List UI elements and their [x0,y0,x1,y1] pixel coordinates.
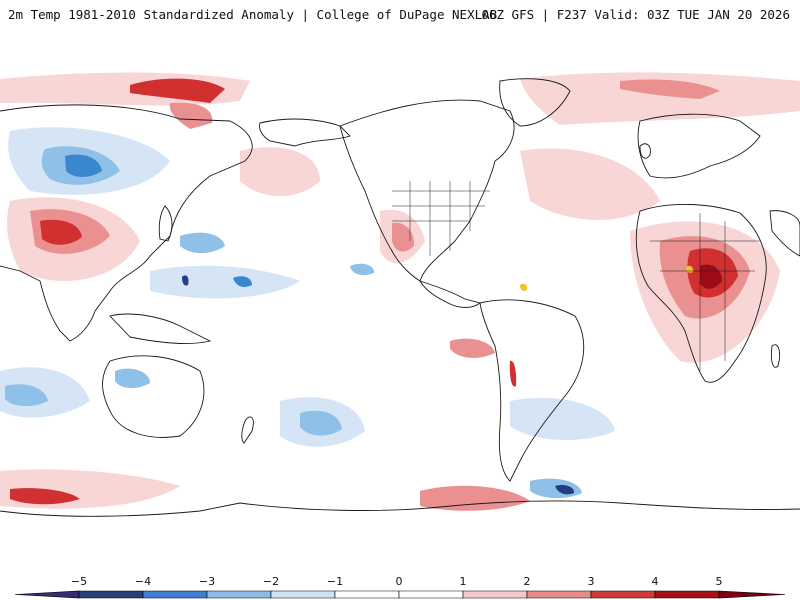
coast-europe [637,113,761,179]
anomaly-region-south-pacific-mid [300,410,342,436]
coast-antarctica [0,500,800,517]
anomaly-region-pacific-blue-2 [150,265,300,299]
header: 2m Temp 1981-2010 Standardized Anomaly |… [0,0,800,40]
coast-africa [635,203,767,383]
anomaly-region-pacific-blue-4 [350,263,375,275]
map-frame[interactable] [0,41,800,581]
anomaly-region-atlantic-red [520,148,660,220]
model-run-info: 06Z GFS | F237 Valid: 03Z TUE JAN 20 202… [481,7,790,22]
coast-new-zealand [241,416,254,444]
anomaly-region-pacific-navy [182,275,189,286]
colorbar-tick-label: 4 [652,575,659,588]
anomaly-region-west-us-mid [392,222,415,252]
colorbar-segment [654,590,720,599]
coast-south-america [479,299,585,482]
anomaly-map[interactable] [0,41,800,581]
anomaly-region-andes-red [509,360,517,387]
anomaly-shading [0,72,800,511]
colorbar-segment [526,590,592,599]
coast-central-america [418,280,482,308]
colorbar-segment [206,590,272,599]
colorbar-segment [78,590,144,599]
anomaly-region-antarctic-red-west-deep [10,488,80,505]
colorbar-tick-label: −1 [327,575,343,588]
anomaly-region-antarctic-blue-deep [555,484,575,495]
coast-indonesia [109,313,212,344]
anomaly-region-se-pacific-red [450,338,495,358]
colorbar-tick-label: 5 [716,575,723,588]
colorbar-segment [718,590,786,599]
coast-greenland [499,78,571,127]
anomaly-region-ne-pacific-red [240,147,320,196]
colorbar: −5 −4 −3 −2 −1 0 1 2 3 4 5 [0,572,800,600]
anomaly-region-pacific-blue-3 [233,276,252,287]
coast-australia [102,355,205,438]
anomaly-region-south-indian-mid [5,384,48,407]
colorbar-tick-label: −5 [71,575,87,588]
anomaly-region-arctic-red-mid [169,102,213,129]
anomaly-region-antarctic-red-mid [420,485,530,511]
colorbar-tick-label: −3 [199,575,215,588]
anomaly-region-india-deep [40,219,82,245]
colorbar-tick-label: 2 [524,575,531,588]
anomaly-region-venezuela-yellow [520,283,528,291]
coast-madagascar [770,344,781,368]
anomaly-region-arctic-europe-red [520,72,800,125]
coast-alaska [259,118,351,147]
coast-us-borders [392,181,490,256]
anomaly-region-aus-blue [115,368,150,389]
colorbar-segment [14,590,80,599]
coast-arabia [769,210,800,257]
colorbar-segment [398,590,464,599]
anomaly-region-south-atlantic-blue [510,397,615,441]
coast-japan [158,205,173,242]
anomaly-region-antarctic-blue [530,478,582,499]
colorbar-labels: −5 −4 −3 −2 −1 0 1 2 3 4 5 [71,575,723,588]
colorbar-segment [142,590,208,599]
coast-africa-borders [650,213,760,371]
colorbar-svg: −5 −4 −3 −2 −1 0 1 2 3 4 5 [14,575,786,599]
colorbar-segment [462,590,528,599]
colorbar-tick-label: 3 [588,575,595,588]
colorbar-tick-label: −2 [263,575,279,588]
colorbar-segment [590,590,656,599]
anomaly-region-arctic-europe-mid [620,79,720,99]
colorbar-segment [334,590,400,599]
anomaly-region-pacific-blue-1 [180,232,225,254]
colorbar-segments [14,590,786,599]
colorbar-tick-label: −4 [135,575,151,588]
anomaly-region-arctic-red-core [130,78,225,103]
colorbar-segment [270,590,336,599]
coast-north-america [339,99,515,282]
coastlines [0,78,800,517]
colorbar-tick-label: 0 [396,575,403,588]
coast-uk [639,143,651,159]
anomaly-region-africa-dark [700,264,722,289]
anomaly-region-asia-blue-deep [65,154,102,177]
colorbar-tick-label: 1 [460,575,467,588]
map-title: 2m Temp 1981-2010 Standardized Anomaly |… [8,7,498,22]
